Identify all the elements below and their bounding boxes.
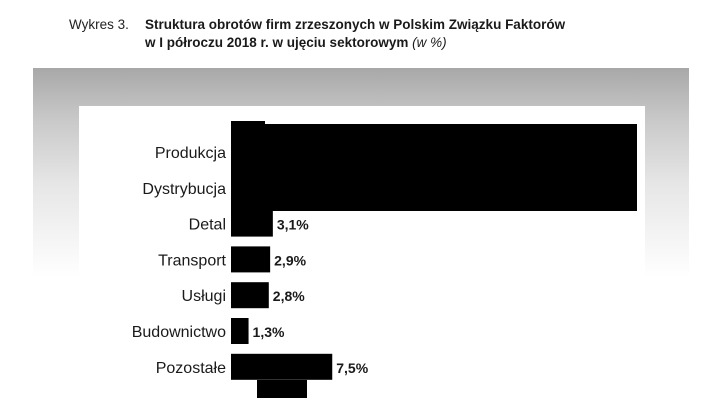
chart-title-line-2: w I półroczu 2018 r. w ujęciu sektorowym [145, 35, 409, 50]
value-labels: 3,1% 2,9% 2,8% 1,3% 7,5% [253, 217, 369, 376]
category-label-dystrybucja: Dystrybucja [142, 181, 226, 198]
chart-unit: (w %) [412, 35, 447, 50]
redaction-tail [257, 380, 307, 398]
bar-uslugi [231, 282, 269, 309]
bar-transport [231, 246, 271, 273]
category-label-produkcja: Produkcja [155, 145, 226, 162]
category-label-uslugi: Usługi [182, 288, 226, 305]
chart-title: Struktura obrotów firm zrzeszonych w Pol… [145, 16, 615, 52]
value-label-detal: 3,1% [277, 217, 309, 233]
category-labels: Produkcja Dystrybucja Detal Transport Usługi… [132, 145, 227, 377]
category-label-transport: Transport [158, 252, 226, 269]
value-label-pozostale: 7,5% [336, 360, 368, 376]
value-label-budownictwo: 1,3% [253, 324, 285, 340]
value-label-transport: 2,9% [274, 252, 306, 268]
caption-prefix: Wykres 3. [69, 17, 129, 32]
category-label-detal: Detal [189, 217, 226, 234]
bar-budownictwo [231, 318, 249, 344]
category-label-budownictwo: Budownictwo [132, 324, 226, 341]
value-label-uslugi: 2,8% [273, 288, 305, 304]
chart-title-line-1: Struktura obrotów firm zrzeszonych w Pol… [145, 17, 566, 32]
bars-layer [231, 210, 333, 380]
redaction-notch [231, 121, 265, 127]
category-label-pozostale: Pozostałe [156, 360, 226, 377]
bar-pozostale [231, 353, 333, 380]
redaction-block [231, 124, 637, 211]
bar-detal [231, 210, 273, 237]
redaction-layer [231, 121, 637, 398]
